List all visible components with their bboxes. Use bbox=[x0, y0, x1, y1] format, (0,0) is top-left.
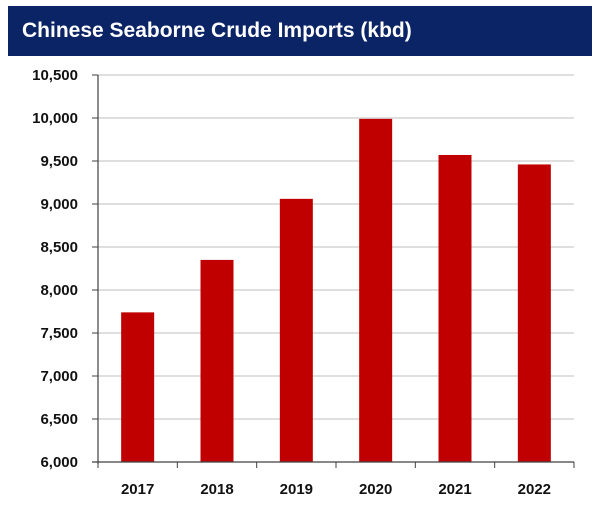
chart-title: Chinese Seaborne Crude Imports (kbd) bbox=[22, 19, 412, 42]
bar-2018 bbox=[200, 259, 234, 462]
bars bbox=[121, 118, 551, 463]
bar-2019 bbox=[279, 198, 313, 462]
bar-2021 bbox=[438, 154, 472, 463]
y-tick-label: 6,000 bbox=[40, 454, 78, 471]
x-tick-label: 2021 bbox=[438, 481, 471, 498]
y-tick-label: 8,500 bbox=[40, 239, 78, 256]
gridlines bbox=[98, 74, 574, 420]
x-tick-label: 2022 bbox=[518, 481, 551, 498]
x-tick-label: 2019 bbox=[280, 481, 313, 498]
bar-2022 bbox=[517, 164, 551, 462]
y-tick-label: 7,500 bbox=[40, 325, 78, 342]
y-tick-label: 9,500 bbox=[40, 153, 78, 170]
y-tick-label: 7,000 bbox=[40, 368, 78, 385]
y-tick-label: 8,000 bbox=[40, 282, 78, 299]
y-tick-label: 10,500 bbox=[32, 67, 78, 84]
x-tick-label: 2017 bbox=[121, 481, 154, 498]
y-tick-label: 9,000 bbox=[40, 196, 78, 213]
y-tick-labels: 6,000 6,500 7,000 7,500 8,000 8,500 9,000 9,500… bbox=[32, 67, 78, 471]
bar-2017 bbox=[121, 312, 155, 462]
bar-2020 bbox=[359, 118, 393, 463]
x-tick-label: 2020 bbox=[359, 481, 392, 498]
axes bbox=[92, 74, 575, 468]
y-tick-label: 10,000 bbox=[32, 110, 78, 127]
y-tick-label: 6,500 bbox=[40, 411, 78, 428]
chart-header: Chinese Seaborne Crude Imports (kbd) bbox=[8, 6, 592, 56]
x-tick-labels: 2017 2018 2019 2020 2021 2022 bbox=[121, 481, 551, 498]
x-tick-label: 2018 bbox=[200, 481, 233, 498]
